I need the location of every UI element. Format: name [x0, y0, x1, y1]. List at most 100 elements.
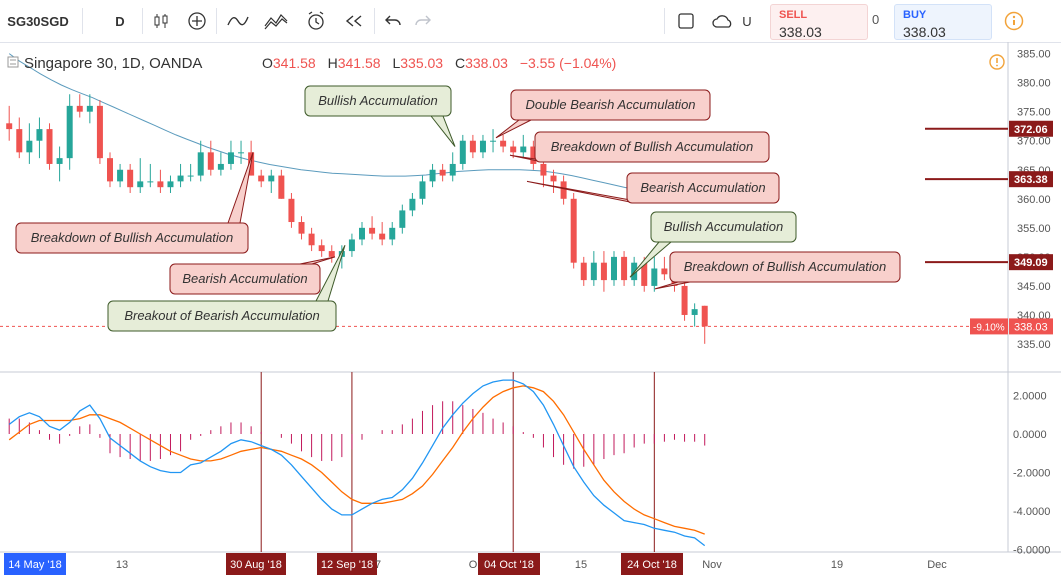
- add-indicator-icon[interactable]: [184, 0, 210, 42]
- event-markers: [260, 372, 655, 552]
- time-axis-highlight-label: 30 Aug '18: [230, 559, 282, 571]
- candle-body: [76, 105, 83, 112]
- candle-body: [167, 181, 174, 188]
- sell-button[interactable]: SELL 338.03: [770, 4, 868, 40]
- annotation-label: Bearish Accumulation: [182, 271, 307, 286]
- candle-body: [6, 123, 13, 130]
- macd-tick-label: -6.0000: [1013, 545, 1050, 557]
- main-pane-ticks: 335.00340.00345.00350.00355.00360.00365.…: [1017, 49, 1051, 351]
- candle-body: [157, 181, 164, 188]
- time-axis-highlight: [621, 553, 683, 575]
- time-axis-tick-label: Dec: [927, 559, 947, 571]
- annotation-label: Bullish Accumulation: [318, 93, 437, 108]
- redo-icon[interactable]: [410, 0, 436, 42]
- candle-body: [26, 140, 33, 153]
- candle-body: [469, 140, 476, 153]
- toolbar-divider: [216, 8, 217, 34]
- annotation-box: [510, 89, 711, 121]
- time-axis-highlight: [226, 553, 286, 575]
- warning-icon[interactable]: [989, 54, 1005, 70]
- candle-body: [530, 146, 537, 164]
- trade-panel: SELL 338.03 0 BUY 338.03: [766, 0, 1056, 42]
- buy-button[interactable]: BUY 338.03: [894, 4, 992, 40]
- signal-line: [8, 385, 705, 535]
- price-tick-label: 345.00: [1017, 281, 1051, 293]
- annotation-label: Breakout of Bearish Accumulation: [124, 308, 319, 323]
- candle-body: [56, 158, 63, 164]
- price-level-tag: [1009, 171, 1053, 188]
- candle-body: [570, 198, 577, 263]
- candle-body: [117, 169, 124, 182]
- candle-body: [238, 152, 245, 154]
- time-axis-tick-label: 7: [375, 559, 381, 571]
- candlestick-series: [6, 94, 708, 344]
- candle-body: [590, 262, 597, 281]
- candle-body: [217, 163, 224, 170]
- candle-body: [540, 163, 547, 176]
- current-price-pct-tag: [970, 318, 1008, 335]
- time-axis-highlight: [478, 553, 540, 575]
- macd-tick-label: 0.0000: [1013, 429, 1047, 441]
- sell-label: SELL: [779, 9, 808, 21]
- alert-icon[interactable]: [302, 0, 330, 42]
- annotation-label: Breakdown of Bullish Accumulation: [551, 139, 754, 154]
- time-axis-tick-label: 13: [116, 559, 128, 571]
- candle-body: [96, 105, 103, 159]
- candle-body: [479, 140, 486, 153]
- candle-body: [147, 181, 154, 183]
- compare-icon[interactable]: [262, 0, 290, 42]
- candle-body: [369, 227, 376, 234]
- candle-body: [197, 152, 204, 176]
- candle-body: [389, 227, 396, 240]
- annotation-box: [15, 222, 249, 254]
- candle-body: [459, 140, 466, 164]
- candle-body: [621, 256, 628, 281]
- current-price-label: 338.03: [1014, 321, 1048, 333]
- replay-icon[interactable]: [340, 0, 368, 42]
- price-level-tag: [1009, 120, 1053, 137]
- macd-indicator: [8, 379, 706, 547]
- toolbar-divider: [374, 8, 375, 34]
- toolbar-divider: [82, 8, 83, 34]
- time-axis-highlight: [4, 553, 66, 575]
- legend-close-label: C: [455, 55, 465, 71]
- price-tick-label: 370.00: [1017, 136, 1051, 148]
- time-axis-tick-label: O: [469, 559, 478, 571]
- annotation-label: Breakdown of Bullish Accumulation: [684, 259, 887, 274]
- candle-body: [359, 227, 365, 240]
- legend-change: −3.55 (−1.04%): [520, 55, 617, 71]
- cloud-icon[interactable]: [708, 0, 738, 42]
- undo-icon[interactable]: [380, 0, 406, 42]
- time-axis-tick-label: Nov: [702, 559, 722, 571]
- legend-low: 335.03: [400, 55, 443, 71]
- annotation-label: Bullish Accumulation: [664, 219, 783, 234]
- candle-body: [16, 129, 23, 153]
- price-level-label: 363.38: [1014, 174, 1048, 186]
- symbol-selector[interactable]: SG30SGD: [7, 13, 69, 29]
- candle-body: [701, 305, 708, 327]
- legend-ohlc: O341.58 H341.58 L335.03 C338.03 −3.55 (−…: [262, 55, 616, 71]
- time-axis-highlight-label: 14 May '18: [8, 559, 61, 571]
- candle-body: [490, 140, 497, 142]
- candles-icon[interactable]: [148, 0, 174, 42]
- candle-body: [86, 105, 93, 112]
- annotation-box: [650, 211, 797, 243]
- interval-selector[interactable]: D: [115, 13, 125, 29]
- line-style-icon[interactable]: [224, 0, 252, 42]
- legend-open-label: O: [262, 55, 273, 71]
- candle-body: [348, 239, 355, 252]
- legend-low-label: L: [392, 55, 400, 71]
- candle-body: [268, 175, 275, 182]
- candle-body: [46, 129, 53, 164]
- time-axis: 14 May '18 13 30 Aug '18 12 Sep '18 7 O 04 Oct…: [4, 553, 947, 575]
- macd-pane-ticks: 2.0000 0.0000 -2.0000 -4.0000 -6.0000: [1013, 391, 1050, 557]
- square-icon[interactable]: [672, 0, 700, 42]
- candle-body: [288, 198, 295, 223]
- macd-line: [8, 379, 706, 547]
- chart-area[interactable]: 335.00340.00345.00350.00355.00360.00365.…: [0, 42, 1061, 576]
- candle-body: [258, 175, 265, 182]
- candle-body: [661, 268, 668, 275]
- chart-legend: Singapore 30, 1D, OANDA O341.58 H341.58 …: [7, 55, 616, 72]
- candle-body: [207, 152, 214, 170]
- info-icon[interactable]: [1004, 11, 1024, 31]
